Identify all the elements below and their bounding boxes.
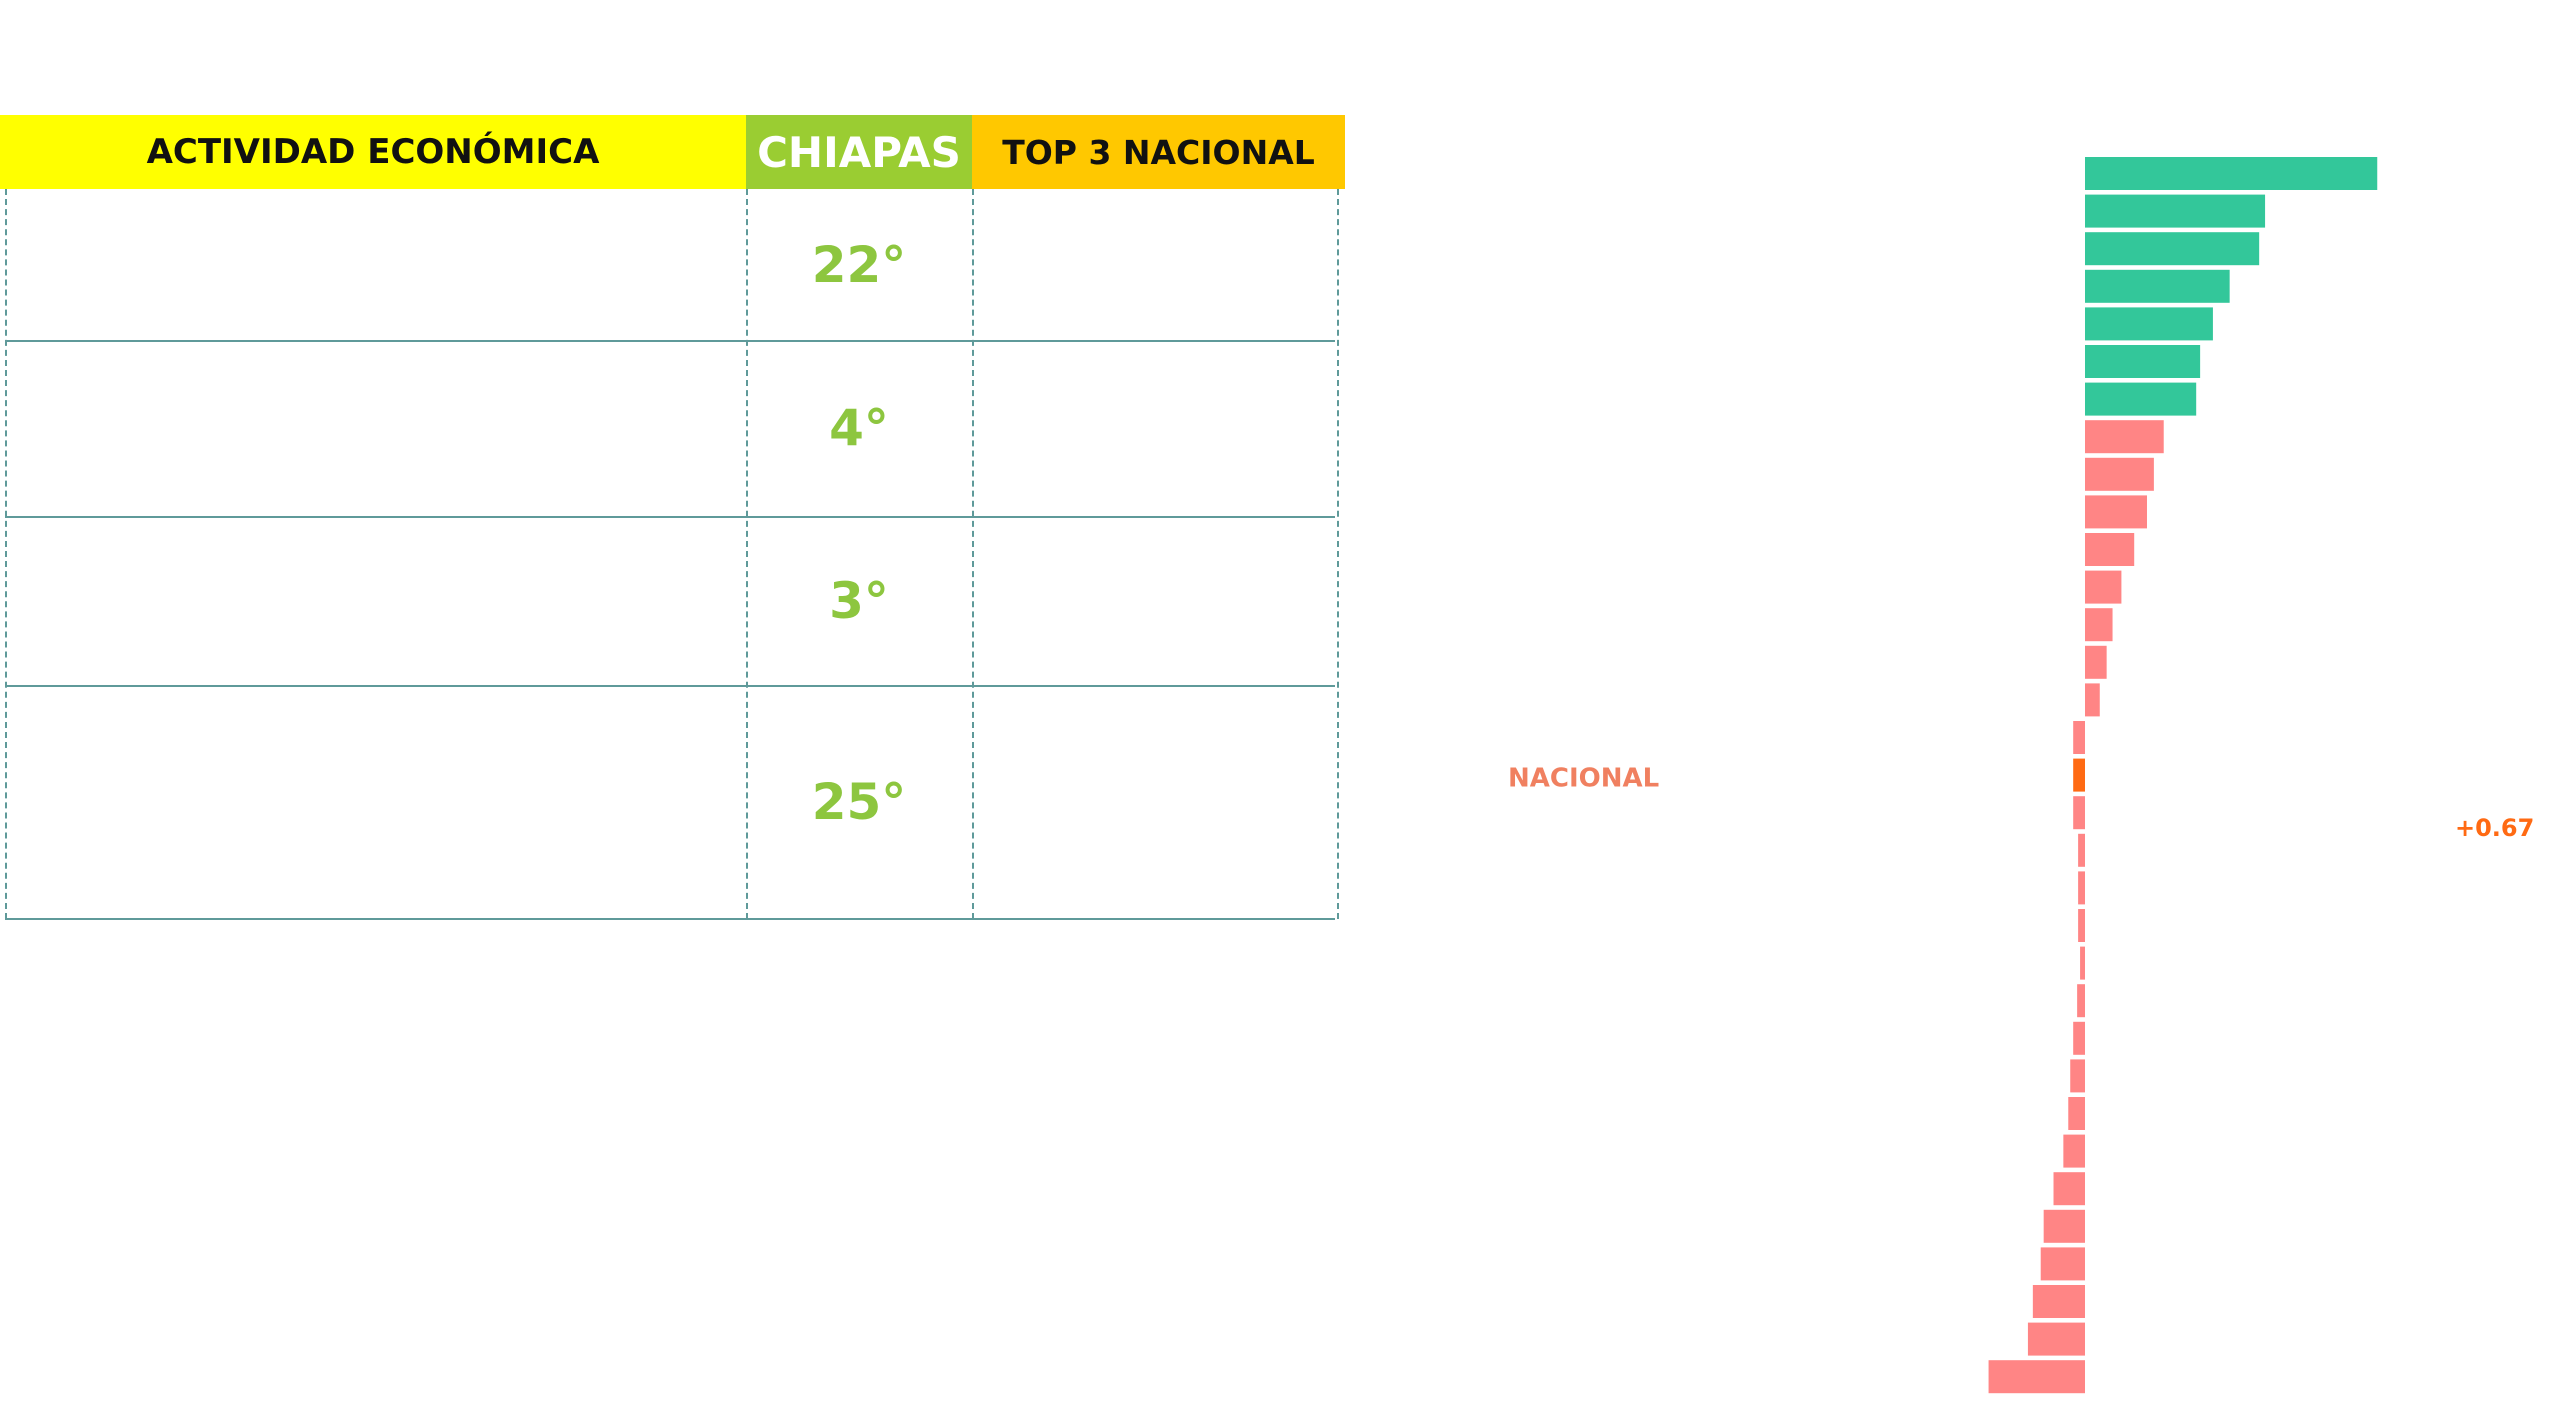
bar <box>2073 1021 2085 1055</box>
bar <box>2085 608 2113 642</box>
bar <box>2078 871 2085 905</box>
bar <box>2077 984 2085 1018</box>
bar <box>2085 645 2107 679</box>
bar <box>2085 307 2213 341</box>
bar <box>2085 457 2154 491</box>
bar <box>2085 345 2201 378</box>
bar <box>2085 382 2197 416</box>
bar <box>2053 1172 2085 1206</box>
bar <box>2063 1134 2085 1168</box>
bar <box>2073 721 2085 754</box>
rank-cell: 4° <box>829 399 889 457</box>
bar <box>2085 157 2378 190</box>
col-line <box>972 189 974 919</box>
bar <box>2040 1247 2085 1281</box>
bar <box>2073 796 2085 830</box>
bar <box>1988 1360 2085 1394</box>
row-line <box>5 340 1335 342</box>
header-state: CHIAPAS <box>746 115 972 189</box>
bar <box>2073 758 2085 792</box>
col-line <box>5 189 7 919</box>
bar <box>2085 194 2266 228</box>
col-line <box>746 189 748 919</box>
bar <box>2080 946 2085 980</box>
rank-cell: 3° <box>829 571 889 630</box>
bar <box>2085 420 2164 454</box>
bar <box>2068 1097 2085 1130</box>
row-line <box>5 918 1335 920</box>
bar <box>2085 570 2122 604</box>
bar <box>2070 1059 2085 1093</box>
header-top3: TOP 3 NACIONAL <box>972 115 1345 189</box>
bar <box>2085 232 2260 266</box>
rank-cell: 22° <box>811 235 907 294</box>
category-label: NACIONAL <box>1508 764 1659 794</box>
row-line <box>5 685 1335 687</box>
row-line <box>5 516 1335 518</box>
bar <box>2027 1322 2085 1356</box>
rank-cell: 25° <box>811 772 907 831</box>
bar <box>2078 833 2085 867</box>
bar <box>2085 269 2230 303</box>
bar <box>2043 1209 2085 1243</box>
bar <box>2085 495 2147 529</box>
col-line <box>1337 189 1339 919</box>
header-activity: ACTIVIDAD ECONÓMICA <box>0 115 746 189</box>
bar <box>2085 533 2135 566</box>
bar <box>2032 1285 2085 1318</box>
bar <box>2085 683 2100 717</box>
annotation: +0.67 <box>2455 814 2534 842</box>
bar <box>2078 909 2085 942</box>
